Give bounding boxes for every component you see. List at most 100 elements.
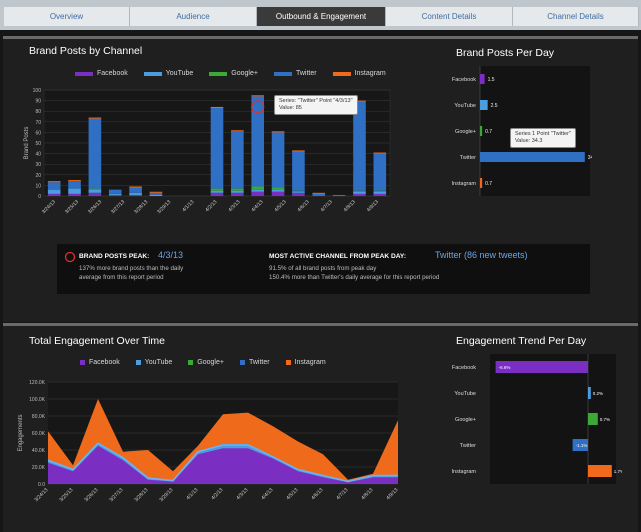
tab-audience[interactable]: Audience (130, 7, 257, 26)
value-label: 0.7 (485, 129, 492, 135)
bar-segment-instagram (353, 100, 366, 102)
engagement-trend-chart: Facebook -6.6% YouTube 0.2% Google+ 0.7% Twitt… (452, 354, 622, 484)
category-label: Twitter (460, 443, 476, 449)
line-youtube (47, 442, 398, 483)
active-channel-value: Twitter (86 new tweets) (435, 250, 528, 260)
value-label: -6.6% (499, 365, 511, 370)
bar-segment-facebook (210, 192, 224, 196)
legend-label-twitter: Twitter (295, 70, 317, 77)
bar-segment-twitter (332, 194, 346, 196)
x-tick-label: 4/5/13 (285, 487, 299, 501)
bar-twitter (480, 152, 585, 162)
bar-segment-googleplus (271, 187, 285, 190)
bar-tooltip-line-1: Series 1 Point "Twitter" (515, 131, 571, 137)
bar-segment-googleplus (231, 188, 244, 191)
y-tick-label: 0 (38, 194, 41, 200)
legend-item-instagram[interactable]: Instagram (285, 359, 326, 366)
peak-desc-2: average from this report period (79, 274, 164, 281)
bar-segment-twitter (373, 153, 387, 191)
engagement-trend-title: Engagement Trend Per Day (456, 335, 587, 347)
legend-item-instagram[interactable]: Instagram (332, 70, 386, 77)
bar-instagram (480, 178, 483, 188)
legend-swatch (75, 71, 93, 76)
value-label: 34.3 (588, 155, 592, 161)
x-tick-label: 3/26/13 (87, 199, 103, 215)
bar-segment-instagram (271, 131, 285, 133)
bar-segment-youtube (353, 191, 366, 194)
brand-posts-by-channel-title: Brand Posts by Channel (29, 45, 143, 57)
value-label: -1.1% (576, 443, 588, 448)
x-tick-label: 4/6/13 (310, 487, 324, 501)
legend-item-youtube[interactable]: YouTube (143, 70, 193, 77)
x-tick-label: 4/1/13 (185, 487, 199, 501)
legend-item-facebook[interactable]: Facebook (75, 70, 128, 77)
y-tick-label: 20 (35, 173, 41, 179)
bar-segment-twitter (353, 101, 366, 191)
bar-segment-googleplus (251, 186, 265, 190)
y-tick-label: 90 (35, 99, 41, 105)
legend-label-instagram: Instagram (294, 359, 326, 366)
legend-item-twitter[interactable]: Twitter (273, 70, 317, 77)
legend-swatch (188, 360, 194, 365)
tab-outbound-engagement[interactable]: Outbound & Engagement (257, 7, 386, 26)
legend-label-facebook: Facebook (89, 359, 120, 366)
y-tick-label: 30 (35, 162, 41, 168)
value-label: 0.2% (593, 391, 603, 396)
tab-content-details[interactable]: Content Details (386, 7, 513, 26)
bar-segment-twitter (68, 181, 81, 189)
bar-segment-facebook (231, 192, 244, 196)
legend-label-googleplus: Google+ (197, 359, 224, 366)
bar-twitter (572, 439, 588, 451)
bar-segment-googleplus (88, 188, 102, 190)
legend-label-twitter: Twitter (248, 359, 270, 366)
x-tick-label: 3/24/13 (33, 487, 49, 503)
bar-segment-facebook (108, 194, 122, 196)
bar-segment-twitter (47, 182, 61, 190)
y-tick-label: 0.0 (38, 482, 45, 488)
active-desc-2: 150.4% more than Twitter's daily average… (269, 274, 440, 281)
x-tick-label: 4/4/13 (260, 487, 274, 501)
bar-facebook (480, 74, 485, 84)
tab-channel-details[interactable]: Channel Details (513, 7, 639, 26)
peak-circle-icon (64, 251, 76, 263)
x-tick-label: 3/28/13 (133, 487, 149, 503)
legend-swatch (143, 71, 162, 76)
x-tick-label: 4/8/13 (343, 199, 357, 213)
y-tick-label: 40.0K (32, 448, 46, 454)
area-facebook (48, 445, 398, 484)
bar-segment-youtube (292, 191, 305, 193)
value-label: 1.5 (488, 77, 495, 83)
y-axis-label: Brand Posts (24, 127, 30, 160)
x-tick-label: 4/9/13 (385, 487, 399, 501)
legend-item-twitter[interactable]: Twitter (239, 359, 270, 366)
bar-googleplus (588, 413, 598, 425)
y-tick-label: 100.0K (29, 397, 46, 403)
bar-segment-instagram (312, 192, 326, 194)
legend-item-youtube[interactable]: YouTube (135, 359, 172, 366)
bar-segment-youtube (108, 193, 122, 195)
legend-swatch (80, 360, 85, 365)
value-label: 2.5 (491, 103, 498, 109)
x-tick-label: 4/4/13 (250, 199, 264, 213)
legend-swatch (239, 360, 245, 365)
category-label: Google+ (455, 129, 476, 135)
y-tick-label: 80.0K (32, 414, 46, 420)
category-label: YouTube (454, 391, 476, 397)
legend-item-facebook[interactable]: Facebook (80, 359, 120, 366)
x-tick-label: 3/24/13 (41, 199, 57, 215)
category-label: Twitter (460, 155, 476, 161)
x-tick-label: 4/1/13 (181, 199, 195, 213)
bar-tooltip: Series 1 Point "Twitter" Value: 34.3 (510, 128, 576, 148)
x-tick-label: 4/3/13 (227, 199, 241, 213)
bar-segment-facebook (47, 193, 61, 196)
legend-item-googleplus[interactable]: Google+ (188, 359, 224, 366)
tab-overview[interactable]: Overview (4, 7, 130, 26)
bar-segment-facebook (68, 193, 81, 196)
legend-label-facebook: Facebook (97, 70, 128, 77)
value-label: 1.7% (614, 469, 622, 474)
legend-item-googleplus[interactable]: Google+ (209, 70, 258, 77)
bar-segment-youtube (231, 190, 244, 193)
bar-segment-instagram (68, 180, 81, 182)
bar-segment-youtube (251, 189, 265, 192)
category-label: Instagram (452, 181, 477, 187)
